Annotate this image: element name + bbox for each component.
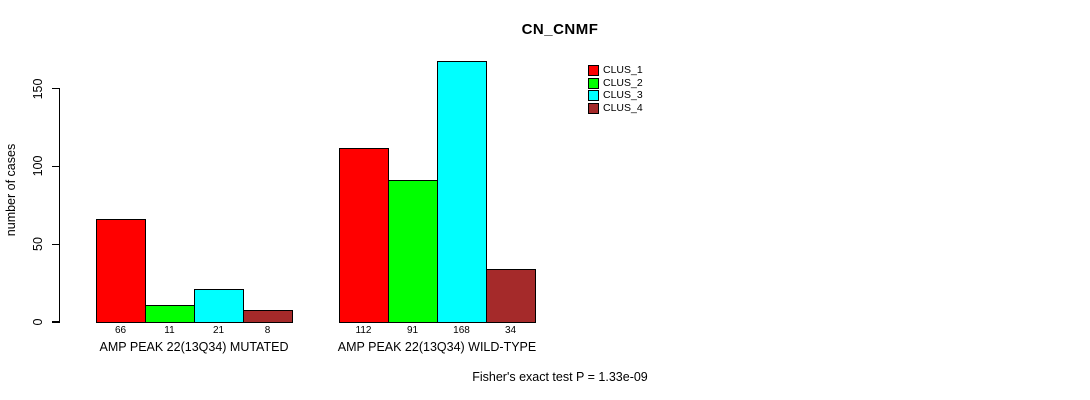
y-tick-label: 0 xyxy=(31,318,45,326)
bar-value-label: 66 xyxy=(114,325,127,336)
y-tick xyxy=(52,321,60,323)
annotation-text: Fisher's exact test P = 1.33e-09 xyxy=(472,370,648,384)
y-tick xyxy=(52,243,60,245)
legend-label: CLUS_3 xyxy=(603,89,643,102)
y-tick xyxy=(52,165,60,168)
y-tick-label: 50 xyxy=(31,237,45,252)
bar-value-label: 21 xyxy=(212,325,225,336)
legend-label: CLUS_4 xyxy=(603,101,643,114)
category-label: AMP PEAK 22(13Q34) MUTATED xyxy=(99,340,289,354)
bar-CLUS_2-group1 xyxy=(145,304,195,323)
legend-swatch-CLUS_4 xyxy=(588,102,599,114)
chart-title: CN_CNMF xyxy=(521,21,599,38)
y-tick xyxy=(52,87,60,90)
bar-CLUS_2-group2 xyxy=(388,180,438,323)
bar-CLUS_4-group1 xyxy=(243,309,293,323)
y-tick-label: 100 xyxy=(31,155,45,177)
y-tick-label: 150 xyxy=(31,78,45,100)
bar-CLUS_3-group1 xyxy=(194,289,244,323)
bar-CLUS_1-group1 xyxy=(96,219,146,323)
category-label: AMP PEAK 22(13Q34) WILD-TYPE xyxy=(337,340,537,354)
legend-label: CLUS_1 xyxy=(603,64,643,77)
legend-swatch-CLUS_3 xyxy=(588,90,599,102)
bar-value-label: 112 xyxy=(355,325,372,336)
bar-CLUS_4-group2 xyxy=(486,269,536,323)
bar-value-label: 91 xyxy=(406,325,419,336)
legend-swatch-CLUS_1 xyxy=(588,65,599,77)
bar-value-label: 168 xyxy=(453,325,470,336)
bar-CLUS_1-group2 xyxy=(339,147,389,323)
legend-label: CLUS_2 xyxy=(603,76,643,89)
bar-value-label: 34 xyxy=(504,325,517,336)
y-axis-title: number of cases xyxy=(4,143,18,237)
legend-swatch-CLUS_2 xyxy=(588,77,599,89)
bar-value-label: 11 xyxy=(164,325,175,336)
bar-CLUS_3-group2 xyxy=(437,60,487,323)
bar-value-label: 8 xyxy=(264,325,271,336)
y-axis-line xyxy=(58,88,60,324)
